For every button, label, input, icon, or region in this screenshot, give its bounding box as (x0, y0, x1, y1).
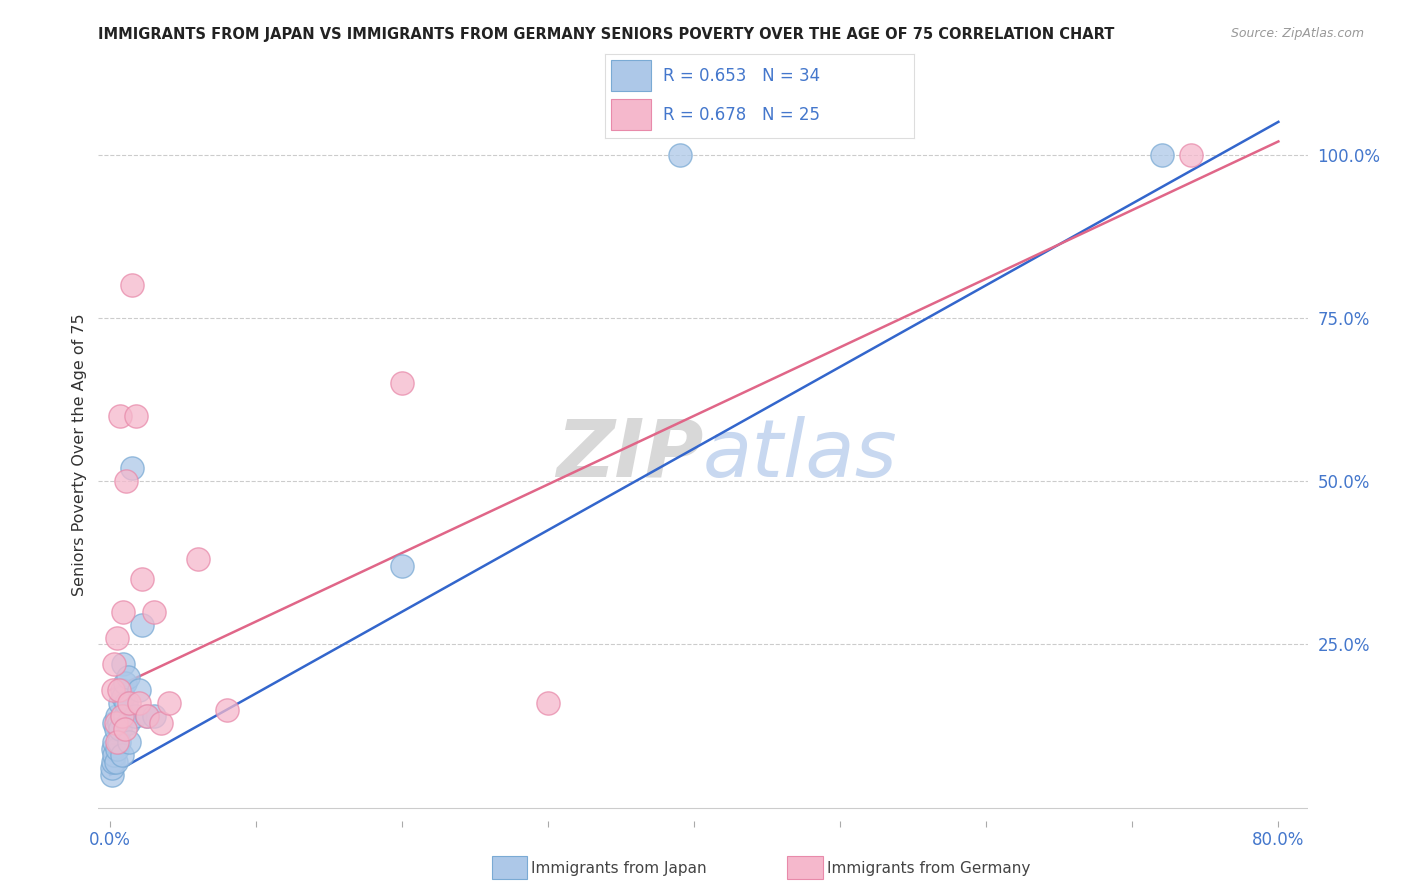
Text: Immigrants from Germany: Immigrants from Germany (827, 861, 1031, 876)
Text: R = 0.678   N = 25: R = 0.678 N = 25 (664, 105, 820, 123)
Point (118, 735, 141, 749)
Y-axis label: Seniors Poverty Over the Age of 75: Seniors Poverty Over the Age of 75 (72, 314, 87, 596)
Point (215, 703, 238, 717)
Point (103, 735, 125, 749)
Point (135, 709, 157, 723)
Point (103, 748, 125, 763)
Point (111, 748, 134, 763)
Point (111, 683, 134, 698)
Point (104, 723, 127, 737)
Point (110, 723, 132, 737)
Point (150, 715, 173, 730)
Point (107, 631, 129, 645)
Point (142, 605, 165, 619)
Bar (610, 61, 651, 91)
Point (110, 696, 132, 710)
Text: Source: ZipAtlas.com: Source: ZipAtlas.com (1230, 27, 1364, 40)
Point (103, 657, 125, 671)
Point (391, 376, 413, 390)
Point (117, 670, 139, 684)
Text: IMMIGRANTS FROM JAPAN VS IMMIGRANTS FROM GERMANY SENIORS POVERTY OVER THE AGE OF: IMMIGRANTS FROM JAPAN VS IMMIGRANTS FROM… (98, 27, 1115, 42)
Point (108, 715, 131, 730)
Point (101, 755, 124, 769)
Point (121, 461, 143, 475)
Point (114, 723, 136, 737)
Point (104, 715, 127, 730)
Point (668, 147, 690, 161)
Point (135, 709, 157, 723)
Point (142, 709, 165, 723)
Point (114, 709, 136, 723)
Point (100, 768, 122, 782)
Text: Immigrants from Japan: Immigrants from Japan (531, 861, 707, 876)
Point (124, 709, 146, 723)
Text: atlas: atlas (703, 416, 898, 494)
Point (128, 683, 150, 698)
Point (1180, 147, 1202, 161)
Point (187, 552, 209, 566)
Point (112, 657, 135, 671)
Point (112, 690, 135, 704)
Text: ZIP: ZIP (555, 416, 703, 494)
Point (103, 715, 125, 730)
Point (131, 572, 153, 586)
Point (108, 683, 131, 698)
Point (107, 709, 129, 723)
Point (101, 741, 124, 756)
Point (115, 696, 138, 710)
Bar (610, 99, 651, 130)
Point (117, 715, 139, 730)
Point (107, 735, 129, 749)
Point (115, 474, 138, 488)
Point (391, 558, 413, 573)
Point (118, 696, 141, 710)
Point (101, 683, 124, 698)
Point (100, 761, 122, 775)
Point (111, 709, 134, 723)
Point (114, 676, 136, 690)
Point (537, 696, 560, 710)
Point (110, 409, 132, 423)
Point (107, 741, 129, 756)
Point (128, 696, 150, 710)
Point (104, 755, 127, 769)
Point (131, 617, 153, 632)
Point (1150, 147, 1173, 161)
Point (125, 409, 148, 423)
Point (157, 696, 180, 710)
Point (108, 735, 131, 749)
Text: R = 0.653   N = 34: R = 0.653 N = 34 (664, 67, 821, 85)
Point (112, 605, 135, 619)
Point (121, 278, 143, 293)
